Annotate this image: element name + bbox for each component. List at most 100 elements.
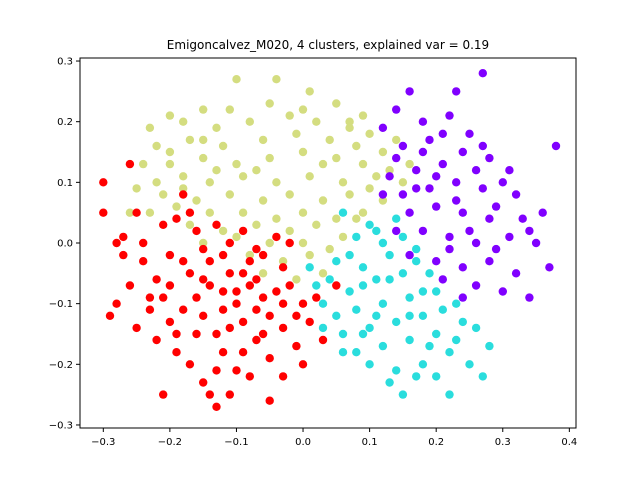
scatter-point-cluster-2	[165, 317, 175, 327]
scatter-point-cluster-3	[305, 263, 314, 272]
scatter-point-cluster-1	[332, 153, 341, 163]
scatter-point-cluster-4	[458, 147, 467, 157]
scatter-point-cluster-2	[278, 323, 288, 333]
scatter-point-cluster-1	[139, 159, 148, 169]
scatter-point-cluster-3	[418, 360, 428, 369]
scatter-point-cluster-4	[452, 196, 461, 205]
scatter-point-cluster-3	[418, 287, 428, 296]
scatter-point-cluster-4	[418, 226, 428, 236]
scatter-point-cluster-1	[332, 214, 341, 223]
scatter-point-cluster-1	[185, 220, 195, 229]
scatter-point-cluster-2	[172, 329, 181, 339]
scatter-point-cluster-4	[525, 226, 534, 236]
scatter-point-cluster-1	[245, 250, 254, 260]
scatter-point-cluster-3	[392, 317, 401, 327]
scatter-point-cluster-2	[225, 323, 234, 333]
scatter-point-cluster-4	[485, 257, 494, 266]
scatter-point-cluster-3	[385, 275, 394, 284]
scatter-point-cluster-2	[185, 360, 195, 369]
scatter-point-cluster-3	[445, 390, 454, 399]
scatter-point-cluster-3	[318, 299, 328, 308]
scatter-point-cluster-1	[298, 105, 308, 114]
y-tick-label: 0.1	[57, 178, 73, 189]
scatter-point-cluster-2	[132, 323, 141, 333]
scatter-point-cluster-1	[285, 226, 294, 236]
scatter-point-cluster-1	[265, 153, 274, 163]
scatter-point-cluster-4	[378, 123, 388, 132]
scatter-point-cluster-2	[225, 390, 234, 399]
scatter-point-cluster-3	[418, 311, 428, 320]
scatter-point-cluster-1	[305, 250, 314, 260]
scatter-point-cluster-2	[258, 293, 268, 302]
scatter-point-cluster-3	[478, 372, 487, 381]
scatter-point-cluster-3	[332, 257, 341, 266]
scatter-point-cluster-2	[245, 372, 254, 381]
x-tick-label: −0.3	[91, 437, 115, 448]
scatter-point-cluster-3	[352, 305, 361, 314]
scatter-point-cluster-4	[471, 281, 481, 290]
scatter-point-cluster-1	[238, 172, 248, 181]
scatter-point-cluster-1	[218, 141, 228, 151]
scatter-point-cluster-4	[392, 153, 401, 163]
scatter-point-cluster-2	[205, 281, 214, 290]
scatter-point-cluster-3	[405, 293, 414, 302]
scatter-point-cluster-2	[225, 238, 234, 248]
scatter-point-cluster-2	[318, 335, 328, 345]
scatter-point-cluster-1	[192, 196, 201, 205]
x-axis: −0.3 −0.2 −0.1 0.0 0.1 0.2 0.3 0.4	[91, 428, 577, 448]
scatter-point-cluster-2	[165, 281, 175, 290]
scatter-point-cluster-2	[292, 341, 301, 351]
scatter-point-cluster-1	[205, 178, 214, 187]
scatter-point-cluster-4	[471, 238, 481, 248]
scatter-point-cluster-2	[199, 275, 208, 284]
scatter-point-cluster-4	[418, 147, 428, 157]
scatter-point-cluster-2	[112, 299, 121, 308]
scatter-point-cluster-2	[212, 366, 221, 375]
scatter-point-cluster-1	[145, 123, 155, 132]
scatter-point-cluster-4	[485, 214, 494, 223]
scatter-point-cluster-3	[378, 341, 388, 351]
scatter-point-cluster-2	[212, 329, 221, 339]
scatter-point-cluster-1	[292, 129, 301, 138]
scatter-point-cluster-1	[285, 111, 294, 120]
scatter-point-cluster-4	[438, 159, 447, 169]
scatter-point-cluster-4	[531, 238, 541, 248]
scatter-point-cluster-1	[225, 190, 234, 199]
scatter-point-cluster-2	[199, 244, 208, 254]
scatter-point-cluster-2	[159, 293, 168, 302]
scatter-point-cluster-3	[352, 348, 361, 357]
x-tick-label: −0.2	[158, 437, 182, 448]
scatter-point-cluster-4	[452, 87, 461, 96]
scatter-point-cluster-3	[358, 281, 368, 290]
scatter-point-cluster-3	[412, 244, 421, 254]
scatter-point-cluster-2	[225, 269, 234, 278]
scatter-point-cluster-4	[485, 153, 494, 163]
scatter-point-cluster-2	[185, 208, 195, 217]
scatter-point-cluster-1	[358, 159, 368, 169]
scatter-point-cluster-4	[498, 178, 507, 187]
scatter-point-cluster-1	[179, 172, 188, 181]
scatter-point-cluster-1	[218, 226, 228, 236]
scatter-point-cluster-2	[185, 269, 195, 278]
scatter-point-cluster-3	[318, 323, 328, 333]
scatter-point-cluster-3	[412, 372, 421, 381]
scatter-point-cluster-2	[205, 257, 214, 266]
scatter-point-cluster-1	[252, 166, 261, 175]
scatter-point-cluster-4	[458, 263, 467, 272]
scatter-point-cluster-4	[418, 117, 428, 126]
scatter-point-cluster-3	[458, 317, 467, 327]
scatter-point-cluster-3	[345, 250, 354, 260]
scatter-point-cluster-4	[518, 214, 527, 223]
scatter-point-cluster-1	[318, 196, 328, 205]
scatter-point-cluster-4	[385, 172, 394, 181]
points-layer	[99, 69, 561, 411]
scatter-point-cluster-2	[145, 305, 155, 314]
scatter-point-cluster-1	[332, 99, 341, 108]
scatter-point-cluster-2	[272, 287, 281, 296]
x-tick-label: 0.2	[428, 437, 444, 448]
scatter-point-cluster-2	[285, 238, 294, 248]
scatter-point-cluster-1	[258, 196, 268, 205]
scatter-point-cluster-2	[192, 329, 201, 339]
scatter-point-cluster-4	[405, 208, 414, 217]
